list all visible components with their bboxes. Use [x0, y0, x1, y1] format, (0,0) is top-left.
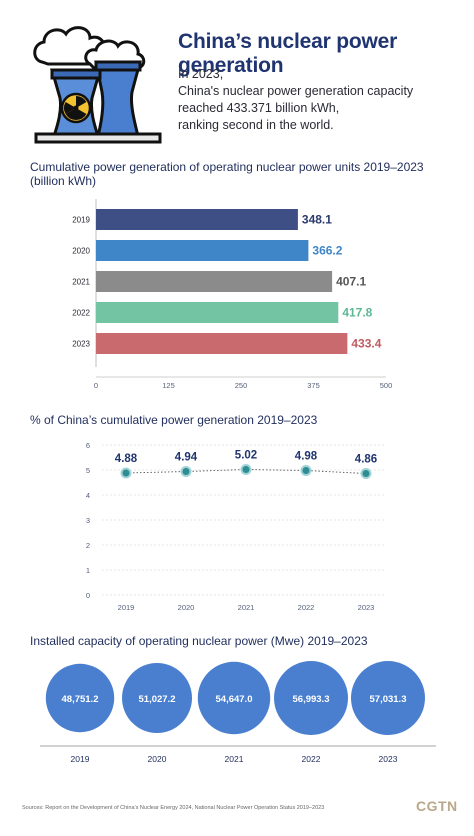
header: China’s nuclear power generation In 2023… — [0, 0, 474, 150]
y-tick-label: 4 — [86, 491, 90, 500]
data-label: 4.98 — [295, 451, 318, 463]
bar-value-label: 366.2 — [312, 244, 342, 258]
intro-line: In 2023, — [178, 67, 224, 81]
bubble-year-label: 2019 — [71, 754, 90, 764]
bubble-year-label: 2022 — [302, 754, 321, 764]
cgtn-logo: CGTN — [416, 798, 458, 814]
bubble-value-label: 54,647.0 — [216, 694, 253, 705]
page-title: China’s nuclear power generation — [178, 30, 398, 77]
x-tick-label: 500 — [380, 381, 393, 390]
bubble — [122, 663, 192, 733]
x-tick-label: 2019 — [118, 603, 135, 612]
x-tick-label: 125 — [162, 381, 175, 390]
x-tick-label: 250 — [235, 381, 248, 390]
y-tick-label: 0 — [86, 591, 90, 600]
data-point — [180, 466, 192, 477]
bar-category-label: 2023 — [72, 340, 90, 349]
data-label: 4.88 — [115, 453, 138, 465]
data-label: 4.86 — [355, 454, 377, 466]
bar-category-label: 2020 — [72, 247, 90, 256]
y-tick-label: 5 — [86, 466, 90, 475]
intro-line: ranking second in the world. — [178, 118, 334, 132]
bar-value-label: 417.8 — [342, 306, 372, 320]
bar — [96, 271, 333, 292]
x-tick-label: 2020 — [178, 603, 195, 612]
bar-value-label: 433.4 — [351, 337, 381, 351]
bar-value-label: 348.1 — [302, 213, 332, 227]
x-tick-label: 2023 — [358, 603, 375, 612]
x-tick-label: 2021 — [238, 603, 255, 612]
intro-line: reached 433.371 billion kWh, — [178, 101, 340, 115]
data-point — [300, 465, 312, 476]
bubble-year-label: 2021 — [225, 754, 244, 764]
bubble-year-label: 2023 — [379, 754, 398, 764]
x-tick-label: 0 — [94, 381, 98, 390]
bar-category-label: 2021 — [72, 278, 90, 287]
x-tick-label: 2022 — [298, 603, 315, 612]
bar-value-label: 407.1 — [336, 275, 366, 289]
y-tick-label: 2 — [86, 541, 90, 550]
bubble — [351, 661, 425, 735]
bar-category-label: 2022 — [72, 309, 90, 318]
bar-chart: 2019 348.1 2020 366.2 2021 407.1 2022 417.8 2023… — [72, 199, 393, 390]
bubble-value-label: 57,031.3 — [370, 694, 407, 705]
data-point — [360, 468, 372, 479]
bubble-value-label: 48,751.2 — [62, 694, 99, 705]
y-tick-label: 3 — [86, 516, 90, 525]
data-point — [240, 464, 252, 475]
bar-chart-unit: (billion kWh) — [30, 174, 97, 188]
line-chart: 0 1 2 3 4 5 6 4.88 2019 4.94 2020 5.02 2021 4.98 2022 4… — [86, 441, 384, 612]
bubble-chart: 48,751.2 2019 51,027.2 2020 54,647.0 2021 56,9… — [40, 661, 436, 764]
data-point — [120, 467, 132, 479]
bubble-chart-title: Installed capacity of operating nuclear … — [30, 634, 368, 648]
bubble-value-label: 51,027.2 — [139, 694, 176, 705]
data-label: 4.94 — [175, 452, 198, 464]
bar — [96, 209, 298, 230]
bubble — [197, 661, 271, 735]
source-note: Sources: Report on the Development of Ch… — [22, 805, 325, 811]
bar-category-label: 2019 — [72, 216, 90, 225]
bubble — [274, 661, 348, 735]
y-tick-label: 6 — [86, 441, 90, 450]
bar — [96, 302, 339, 323]
intro-line: China's nuclear power generation capacit… — [178, 84, 414, 98]
x-tick-label: 375 — [307, 381, 320, 390]
data-label: 5.02 — [235, 450, 257, 462]
bar — [96, 333, 348, 354]
bubble — [45, 663, 115, 733]
y-tick-label: 1 — [86, 566, 90, 575]
intro-text: In 2023, China's nuclear power generatio… — [178, 66, 413, 134]
nuclear-plant-icon — [33, 26, 162, 144]
line-chart-title: % of China’s cumulative power generation… — [30, 413, 318, 427]
bubble-year-label: 2020 — [148, 754, 167, 764]
bubble-value-label: 56,993.3 — [293, 694, 330, 705]
bar — [96, 240, 309, 261]
bar-chart-title: Cumulative power generation of operating… — [30, 160, 424, 174]
